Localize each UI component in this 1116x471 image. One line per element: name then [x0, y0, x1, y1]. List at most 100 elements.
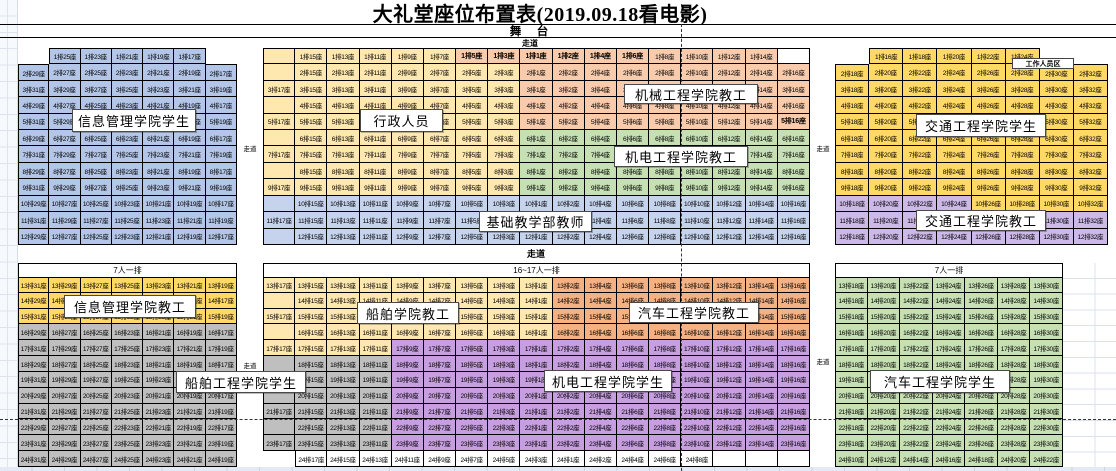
seat-cell[interactable]: 1排21座: [111, 48, 144, 65]
seat-cell[interactable]: 7排32座: [1073, 146, 1108, 163]
seat-cell[interactable]: 5排14座: [745, 113, 778, 131]
seat-cell[interactable]: 14排3座: [488, 292, 521, 309]
seat-cell[interactable]: 10排14座: [745, 195, 778, 213]
seat-cell[interactable]: 15排5座: [456, 308, 489, 325]
seat-cell[interactable]: 1排14座: [745, 48, 778, 65]
seat-cell[interactable]: 14排17座: [205, 292, 237, 309]
seat-cell[interactable]: 10排27座: [49, 195, 81, 213]
seat-cell[interactable]: 9排25座: [111, 179, 144, 196]
seat-cell[interactable]: 3排7座: [423, 80, 457, 98]
seat-cell[interactable]: 14排15座: [295, 292, 328, 309]
seat-cell[interactable]: 21排31座: [18, 403, 50, 420]
seat-cell[interactable]: 22排27座: [49, 419, 81, 436]
seat-cell[interactable]: 9排13座: [327, 179, 360, 196]
seat-cell[interactable]: 9排29座: [49, 179, 81, 196]
seat-cell[interactable]: 9排17座: [263, 179, 296, 196]
seat-cell[interactable]: 16排5座: [456, 324, 489, 341]
seat-cell[interactable]: 19排29座: [49, 371, 81, 388]
seat-cell[interactable]: 7排21座: [174, 146, 206, 163]
seat-cell[interactable]: 21排10座: [681, 403, 714, 420]
seat-cell[interactable]: 17排30座: [1030, 340, 1063, 357]
seat-cell[interactable]: 10排8座: [649, 195, 682, 213]
seat-cell[interactable]: 22排18座: [835, 419, 868, 436]
seat-cell[interactable]: 24排8座: [681, 451, 714, 467]
seat-cell[interactable]: 7排20座: [869, 146, 904, 163]
seat-cell[interactable]: 23排9座: [391, 435, 424, 452]
seat-cell[interactable]: 21排11座: [359, 403, 392, 420]
seat-cell[interactable]: 12排32座: [1073, 228, 1108, 245]
seat-cell[interactable]: 6排5座: [456, 130, 489, 147]
seat-cell[interactable]: 21排20座: [867, 403, 901, 420]
seat-cell[interactable]: 18排19座: [174, 356, 206, 372]
seat-cell[interactable]: 10排5座: [456, 195, 489, 213]
seat-cell[interactable]: 13排17座: [263, 277, 296, 293]
seat-cell[interactable]: 2排1座: [520, 64, 553, 81]
seat-cell[interactable]: 16排12座: [713, 324, 746, 341]
seat-cell[interactable]: 13排3座: [488, 277, 521, 293]
seat-cell[interactable]: 11排12座: [713, 212, 746, 229]
seat-cell[interactable]: 3排22座: [903, 80, 938, 98]
seat-cell[interactable]: 23排27座: [80, 435, 112, 452]
seat-cell[interactable]: 15排24座: [932, 308, 966, 325]
seat-cell[interactable]: 18排15座: [295, 356, 328, 372]
seat-cell[interactable]: 23排15座: [295, 435, 328, 452]
seat-cell[interactable]: 1排22座: [971, 48, 1006, 65]
seat-cell[interactable]: 19排25座: [111, 371, 144, 388]
seat-cell[interactable]: 5排30座: [1039, 113, 1074, 131]
seat-cell[interactable]: 10排9座: [391, 195, 424, 213]
seat-cell[interactable]: 2排2座: [552, 64, 585, 81]
seat-cell[interactable]: 22排5座: [456, 419, 489, 436]
seat-cell[interactable]: 22排4座: [584, 419, 617, 436]
seat-cell[interactable]: 8排28座: [1005, 162, 1040, 180]
seat-cell[interactable]: 14排22座: [900, 292, 933, 309]
seat-cell[interactable]: 24排16座: [932, 451, 966, 467]
seat-cell[interactable]: 3排23座: [143, 80, 175, 98]
seat-cell[interactable]: 22排2座: [552, 419, 585, 436]
seat-cell[interactable]: 11排9座: [391, 212, 424, 229]
seat-cell[interactable]: 17排19座: [205, 340, 237, 357]
seat-cell[interactable]: 1排4座: [584, 48, 617, 65]
seat-cell[interactable]: 23排13座: [327, 435, 360, 452]
seat-cell[interactable]: 20排25座: [80, 387, 112, 404]
seat-cell[interactable]: 1排1座: [520, 48, 553, 65]
seat-cell[interactable]: 16排9座: [391, 324, 424, 341]
seat-cell[interactable]: 3排1座: [520, 80, 553, 98]
seat-cell[interactable]: 9排3座: [488, 179, 521, 196]
seat-cell[interactable]: 23排31座: [18, 435, 50, 452]
seat-cell[interactable]: 22排10座: [681, 419, 714, 436]
seat-cell[interactable]: 24排11座: [391, 451, 424, 467]
seat-cell[interactable]: 19排9座: [391, 371, 424, 388]
seat-cell[interactable]: 14排20座: [867, 292, 901, 309]
seat-cell[interactable]: 24排18座: [965, 451, 998, 467]
seat-cell[interactable]: 11排23座: [143, 212, 175, 229]
seat-cell[interactable]: 18排18座: [835, 356, 868, 372]
seat-cell[interactable]: 6排6座: [616, 130, 650, 147]
seat-cell[interactable]: 16排26座: [965, 324, 998, 341]
seat-cell[interactable]: 24排10座: [835, 451, 868, 467]
seat-cell[interactable]: 13排18座: [835, 277, 868, 293]
seat-cell[interactable]: 3排4座: [584, 80, 617, 98]
seat-cell[interactable]: 24排23座: [143, 451, 175, 467]
seat-cell[interactable]: 17排26座: [965, 340, 998, 357]
seat-cell[interactable]: 2排8座: [649, 64, 682, 81]
seat-cell[interactable]: 10排10座: [681, 195, 714, 213]
seat-cell[interactable]: 15排1座: [520, 308, 553, 325]
seat-cell[interactable]: 17排3座: [488, 340, 521, 357]
seat-cell[interactable]: 7排4座: [584, 146, 617, 163]
seat-cell[interactable]: 6排15座: [295, 130, 328, 147]
seat-cell[interactable]: 1排20座: [937, 48, 972, 65]
seat-cell[interactable]: 10排15座: [295, 195, 328, 213]
seat-cell[interactable]: 8排10座: [681, 162, 714, 180]
seat-cell[interactable]: 21排16座: [777, 403, 810, 420]
seat-cell[interactable]: 16排13座: [327, 324, 360, 341]
seat-cell[interactable]: 21排8座: [649, 403, 682, 420]
seat-cell[interactable]: 2排23座: [111, 64, 144, 81]
seat-cell[interactable]: 12排27座: [49, 228, 81, 245]
seat-cell[interactable]: 19排3座: [488, 371, 521, 388]
seat-cell[interactable]: 14排5座: [456, 292, 489, 309]
seat-cell[interactable]: 14排1座: [520, 292, 553, 309]
seat-cell[interactable]: 24排19座: [205, 451, 237, 467]
seat-cell[interactable]: 21排1座: [520, 403, 553, 420]
seat-cell[interactable]: 4排24座: [937, 97, 972, 114]
seat-cell[interactable]: 8排17座: [205, 162, 237, 180]
